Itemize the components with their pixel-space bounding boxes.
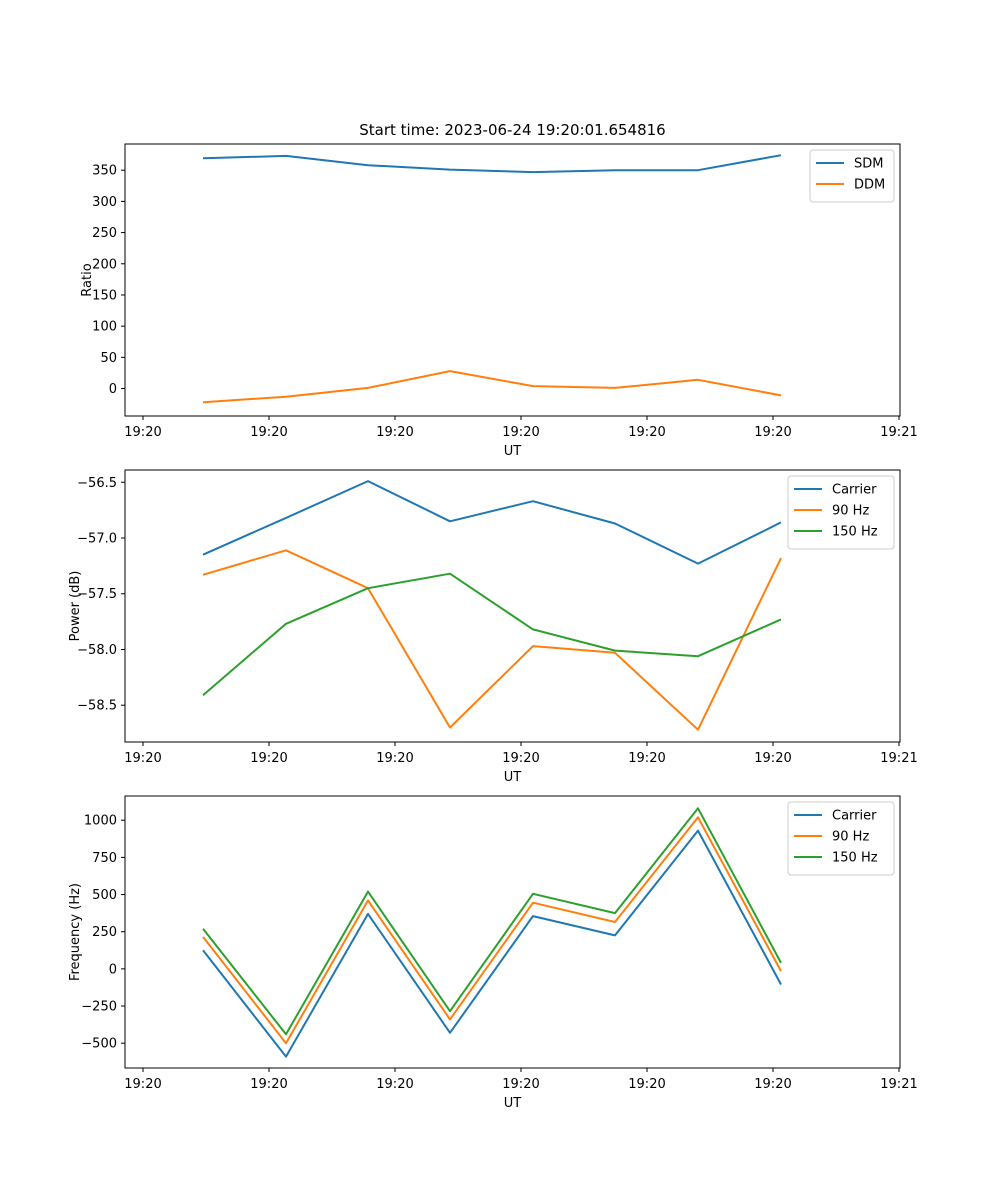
series-line-sdm bbox=[202, 154, 782, 174]
ratio-panel: 19:20 19:20 19:20 19:20 19:20 19:20 19:21 0 50 10… bbox=[80, 143, 918, 459]
legend: Carrier 90 Hz 150 Hz bbox=[787, 801, 895, 876]
y-tick-label: −57.5 bbox=[77, 587, 117, 602]
legend-label-carrier: Carrier bbox=[832, 809, 877, 824]
plot-area bbox=[124, 469, 901, 743]
series-line-90-hz bbox=[202, 816, 782, 1045]
series-line-ddm bbox=[202, 370, 782, 404]
x-tick-label: 19:20 bbox=[628, 1077, 665, 1092]
series-line-carrier bbox=[202, 829, 782, 1058]
x-tick-label: 19:20 bbox=[376, 425, 413, 440]
y-tick-label: 250 bbox=[92, 226, 117, 241]
legend-label-150-hz: 150 Hz bbox=[832, 525, 878, 540]
y-tick-label: 250 bbox=[92, 925, 117, 940]
x-tick-label: 19:20 bbox=[376, 751, 413, 766]
x-tick-label: 19:20 bbox=[376, 1077, 413, 1092]
x-tick-label: 19:20 bbox=[502, 751, 539, 766]
series-line-90-hz bbox=[202, 549, 782, 731]
y-tick-label: 200 bbox=[92, 257, 117, 272]
figure-title: Start time: 2023-06-24 19:20:01.654816 bbox=[359, 121, 665, 139]
y-tick-label: 1000 bbox=[84, 814, 117, 829]
x-tick-label: 19:20 bbox=[250, 1077, 287, 1092]
legend: SDM DDM bbox=[809, 149, 895, 203]
legend-label-90-hz: 90 Hz bbox=[832, 504, 869, 519]
y-tick-label: −250 bbox=[81, 1000, 117, 1015]
y-tick-label: 50 bbox=[100, 351, 117, 366]
y-tick-label: −500 bbox=[81, 1037, 117, 1052]
legend: Carrier 90 Hz 150 Hz bbox=[787, 475, 895, 550]
legend-label-sdm: SDM bbox=[854, 157, 883, 172]
x-tick-label: 19:20 bbox=[754, 1077, 791, 1092]
x-axis-label: UT bbox=[504, 770, 522, 785]
y-tick-label: 100 bbox=[92, 320, 117, 335]
series-line-carrier bbox=[202, 480, 782, 565]
legend-label-90-hz: 90 Hz bbox=[832, 830, 869, 845]
legend-label-150-hz: 150 Hz bbox=[832, 851, 878, 866]
x-tick-label: 19:20 bbox=[502, 425, 539, 440]
x-tick-label: 19:20 bbox=[628, 425, 665, 440]
x-tick-label: 19:20 bbox=[124, 1077, 161, 1092]
series-line-150-hz bbox=[202, 572, 782, 696]
x-tick-label: 19:20 bbox=[124, 751, 161, 766]
y-axis-label: Power (dB) bbox=[68, 571, 83, 642]
y-tick-label: −57.0 bbox=[77, 532, 117, 547]
series-line-150-hz bbox=[202, 807, 782, 1036]
x-tick-label: 19:21 bbox=[880, 1077, 917, 1092]
y-tick-label: −56.5 bbox=[77, 476, 117, 491]
power-panel: 19:20 19:20 19:20 19:20 19:20 19:20 19:21 −58.5… bbox=[68, 469, 918, 785]
x-tick-label: 19:20 bbox=[502, 1077, 539, 1092]
x-tick-label: 19:20 bbox=[124, 425, 161, 440]
y-tick-label: −58.0 bbox=[77, 643, 117, 658]
y-tick-label: 0 bbox=[109, 962, 117, 977]
y-tick-label: 500 bbox=[92, 888, 117, 903]
x-tick-label: 19:20 bbox=[628, 751, 665, 766]
x-tick-label: 19:20 bbox=[754, 751, 791, 766]
y-tick-label: −58.5 bbox=[77, 699, 117, 714]
y-axis-label: Frequency (Hz) bbox=[68, 883, 83, 981]
x-axis-label: UT bbox=[504, 444, 522, 459]
y-axis-label: Ratio bbox=[80, 263, 95, 296]
x-tick-label: 19:21 bbox=[880, 751, 917, 766]
y-tick-label: 0 bbox=[109, 382, 117, 397]
plot-area bbox=[124, 143, 901, 417]
y-tick-label: 300 bbox=[92, 195, 117, 210]
legend-label-ddm: DDM bbox=[854, 178, 885, 193]
y-tick-label: 750 bbox=[92, 851, 117, 866]
legend-label-carrier: Carrier bbox=[832, 483, 877, 498]
x-tick-label: 19:21 bbox=[880, 425, 917, 440]
y-tick-label: 350 bbox=[92, 164, 117, 179]
x-axis-label: UT bbox=[504, 1096, 522, 1111]
y-tick-label: 150 bbox=[92, 288, 117, 303]
x-tick-label: 19:20 bbox=[250, 751, 287, 766]
x-tick-label: 19:20 bbox=[250, 425, 287, 440]
frequency-panel: 19:20 19:20 19:20 19:20 19:20 19:20 19:21 −500 −… bbox=[68, 795, 918, 1111]
x-tick-label: 19:20 bbox=[754, 425, 791, 440]
